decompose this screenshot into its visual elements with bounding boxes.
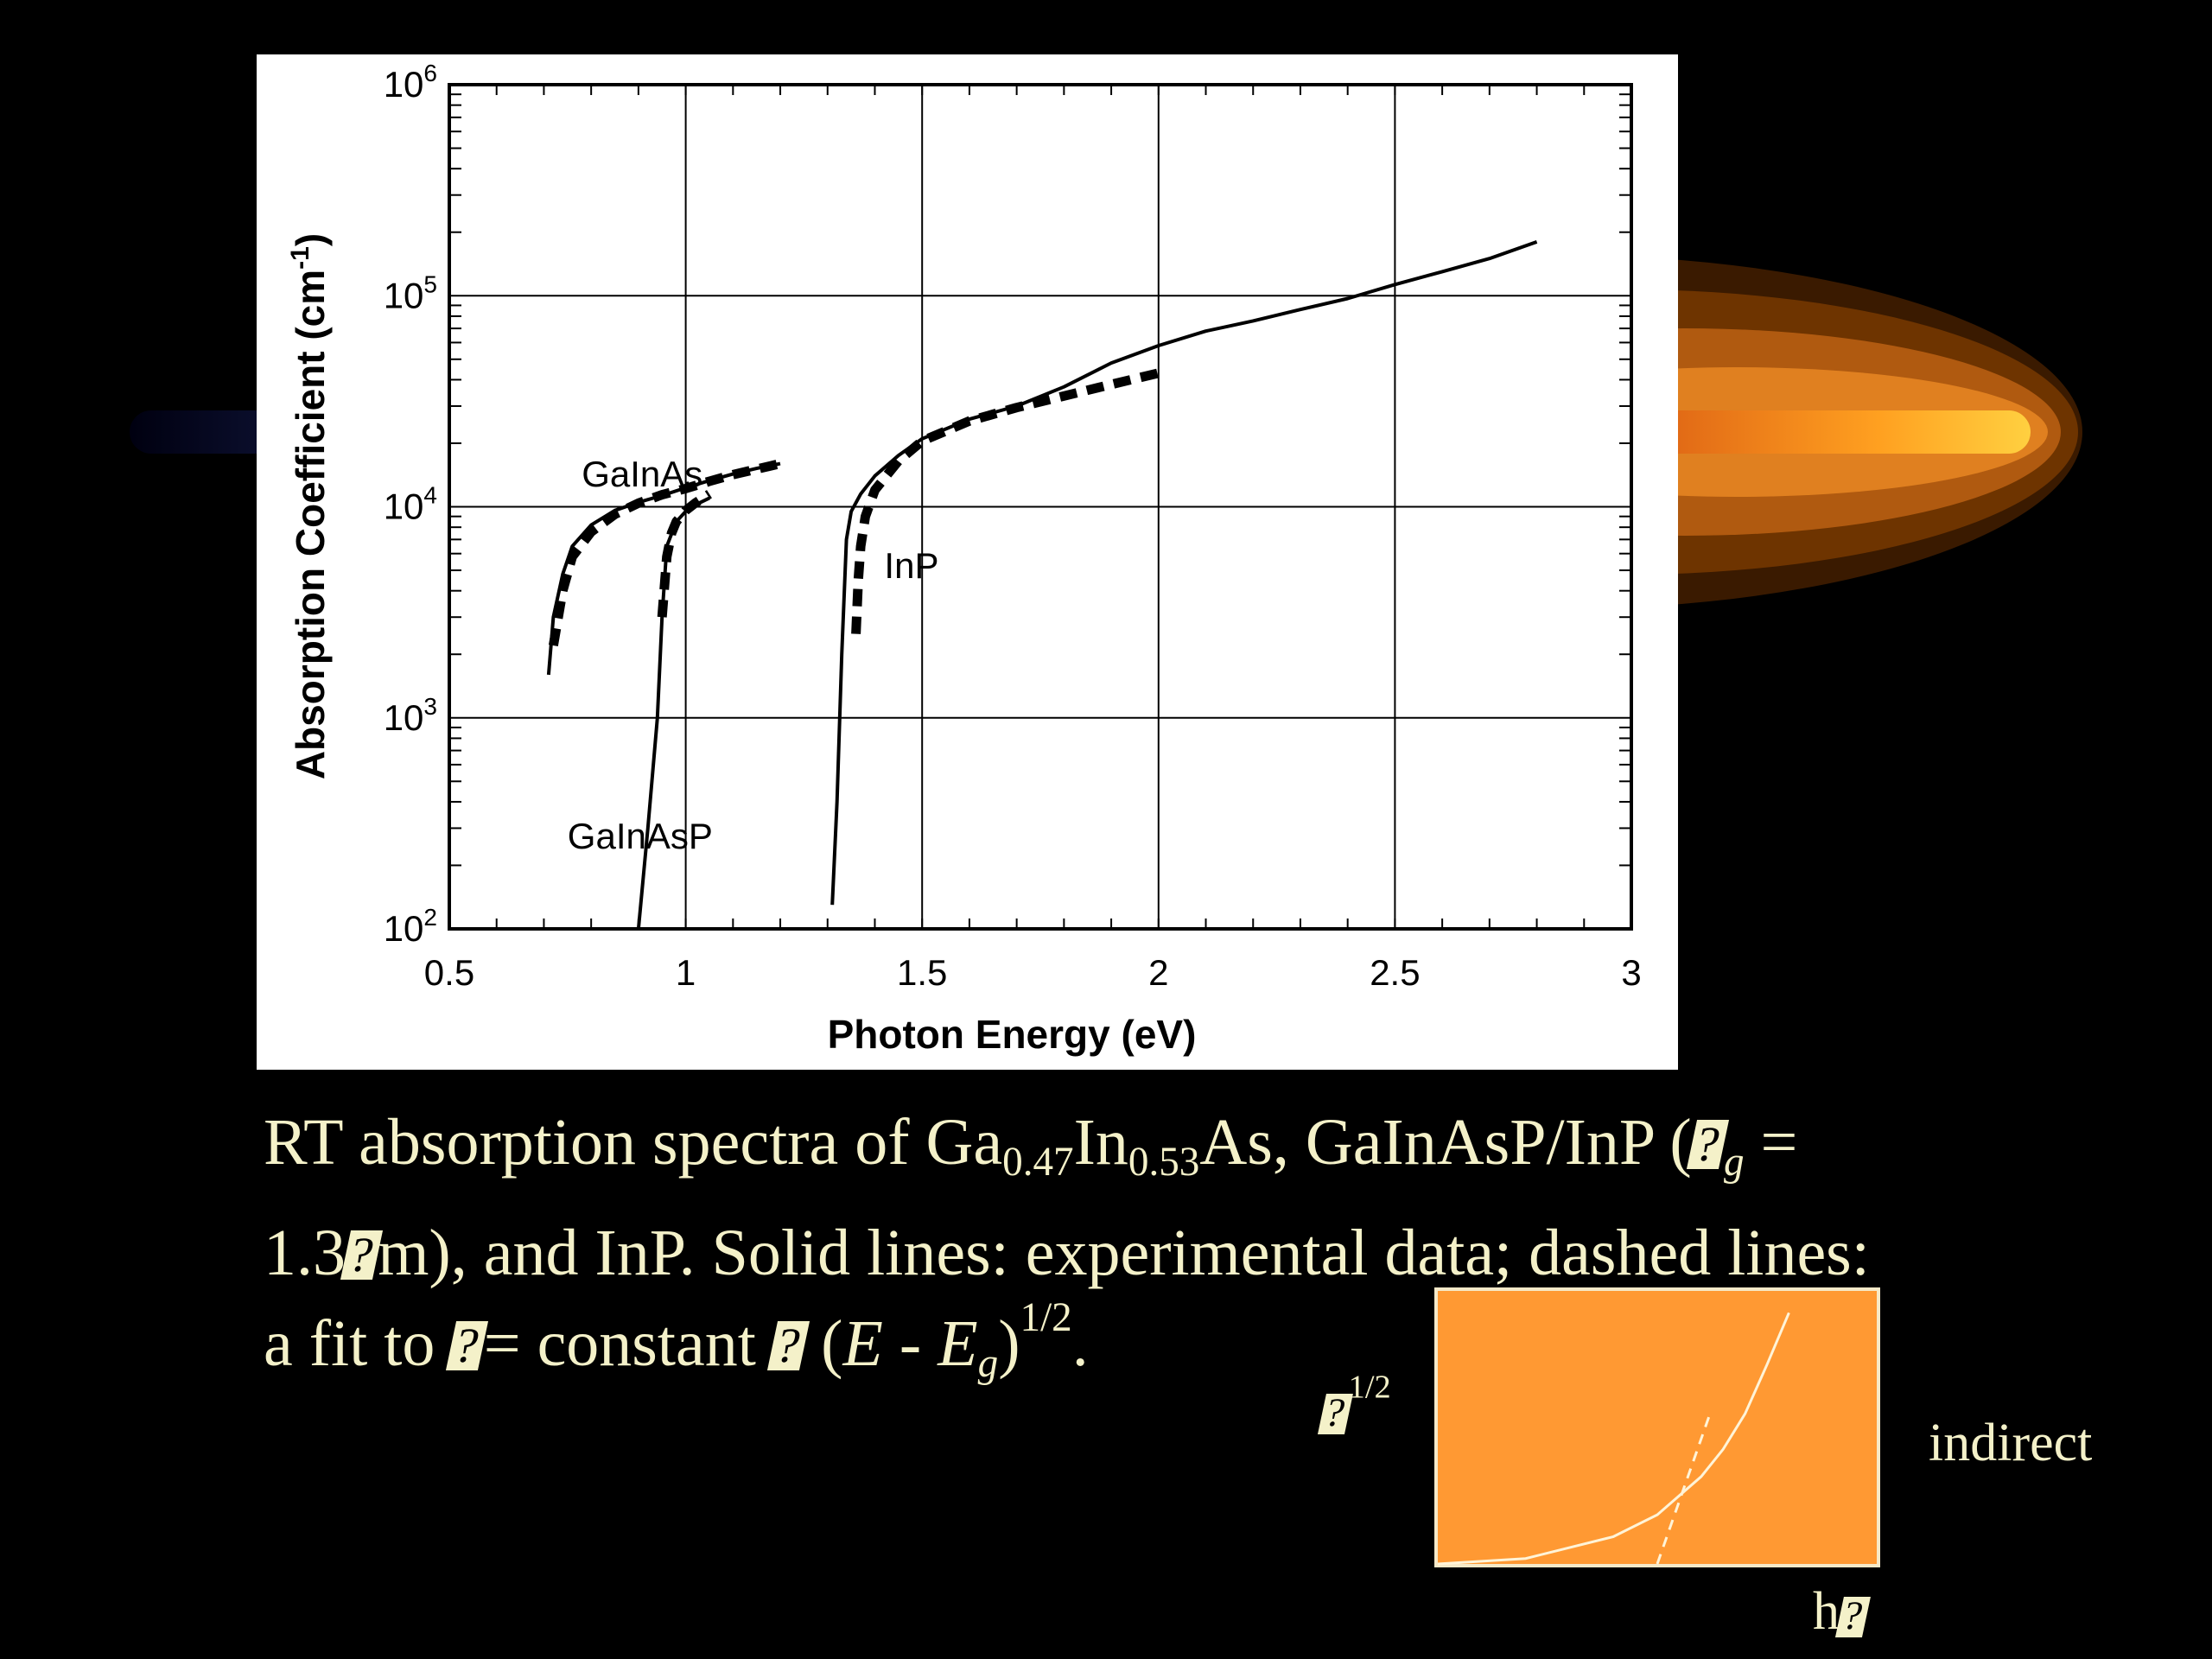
y-axis-label-exp: -1	[286, 246, 315, 270]
y-axis-label: Absorption Coefficient (cm-1)	[286, 233, 333, 779]
y-tick-label: 106	[384, 60, 437, 105]
curve-label: GaInAs	[582, 454, 702, 494]
missing-glyph-icon: ?	[446, 1319, 489, 1373]
x-tick-label: 2	[1148, 952, 1168, 993]
y-tick-base: 10	[384, 64, 424, 105]
x-tick-label: 3	[1621, 952, 1641, 993]
x-tick-label: 0.5	[424, 952, 474, 993]
inset-x-label: h?	[1813, 1581, 1871, 1643]
caption-italic: g	[1723, 1140, 1745, 1185]
caption-text: (	[804, 1307, 843, 1381]
y-axis-label-close: )	[288, 233, 333, 246]
y-tick-label: 102	[384, 904, 437, 949]
y-tick-exp: 6	[423, 60, 437, 86]
y-tick-base: 10	[384, 908, 424, 949]
indirect-label: indirect	[1929, 1414, 2093, 1472]
caption-text: -	[882, 1307, 938, 1381]
missing-glyph-icon: ?	[340, 1228, 384, 1282]
missing-glyph-icon: ?	[1686, 1117, 1730, 1172]
y-tick-label: 104	[384, 482, 437, 527]
minor-ticks	[449, 85, 1631, 929]
inset-x-label-text: h	[1813, 1582, 1840, 1641]
y-tick-exp: 4	[423, 482, 437, 509]
caption-text: .	[1071, 1307, 1089, 1381]
y-tick-label: 105	[384, 270, 437, 315]
inset-series-group	[1437, 1312, 1790, 1566]
curve-label: GaInAsP	[568, 816, 713, 856]
series-group	[546, 240, 1538, 930]
caption-italic: E	[842, 1307, 883, 1381]
figure-caption: RT absorption spectra of Ga0.47In0.53As,…	[264, 1097, 2121, 1409]
caption-text: m), and InP. Solid lines: experimental d…	[378, 1217, 1870, 1290]
solid-data-line-4	[830, 240, 1538, 906]
chart-background	[257, 54, 1678, 1070]
inset-dashed-line	[1656, 1413, 1712, 1565]
dashed-fit-line-3	[657, 490, 712, 618]
y-tick-exp: 2	[423, 904, 437, 931]
caption-italic: E	[938, 1307, 978, 1381]
caption-text: RT absorption spectra of Ga	[264, 1106, 1003, 1179]
x-tick-labels: 0.5 1 1.5 2 2.5 3	[424, 952, 1642, 993]
caption-superscript: 1/2	[1020, 1295, 1072, 1341]
y-tick-label: 103	[384, 693, 437, 738]
caption-subscript: 0.47	[1002, 1140, 1074, 1185]
missing-glyph-icon: ?	[766, 1319, 810, 1373]
caption-text: a fit to	[264, 1307, 452, 1381]
x-tick-label: 2.5	[1370, 952, 1420, 993]
x-tick-label: 1.5	[897, 952, 947, 993]
y-tick-exp: 3	[423, 693, 437, 720]
missing-glyph-icon: ?	[1835, 1594, 1871, 1638]
y-tick-base: 10	[384, 697, 424, 738]
indirect-gap-inset	[1434, 1287, 1880, 1567]
inset-y-label-exp: 1/2	[1348, 1369, 1391, 1406]
inset-y-label: ?1/2	[1318, 1370, 1391, 1440]
y-tick-base: 10	[384, 275, 424, 315]
caption-subscript: g	[1724, 1140, 1745, 1185]
y-tick-base: 10	[384, 486, 424, 527]
y-tick-exp: 5	[423, 270, 437, 297]
curve-label: InP	[884, 545, 938, 586]
missing-glyph-icon: ?	[1318, 1391, 1353, 1435]
caption-subscript: g	[978, 1341, 999, 1386]
x-axis-label: Photon Energy (eV)	[828, 1012, 1197, 1057]
caption-text: =	[1744, 1106, 1798, 1179]
caption-text: )	[998, 1307, 1020, 1381]
plot-frame	[448, 83, 1633, 931]
inset-solid-curve	[1437, 1312, 1790, 1566]
caption-text: = constant	[483, 1307, 772, 1381]
caption-subscript: 0.53	[1128, 1140, 1200, 1185]
x-tick-label: 1	[676, 952, 696, 993]
dashed-fit-line-5	[851, 368, 1160, 634]
caption-text: 1.3	[264, 1217, 346, 1290]
caption-text: In	[1073, 1106, 1128, 1179]
dashed-fit-line-1	[548, 459, 782, 647]
annotations: GaInAs GaInAsP InP	[568, 454, 939, 856]
inset-background	[1434, 1287, 1880, 1567]
y-axis-label-text: Absorption Coefficient (cm	[288, 270, 333, 779]
caption-text: As, GaInAsP/InP (	[1199, 1106, 1692, 1179]
caption-italic: g	[977, 1341, 999, 1387]
